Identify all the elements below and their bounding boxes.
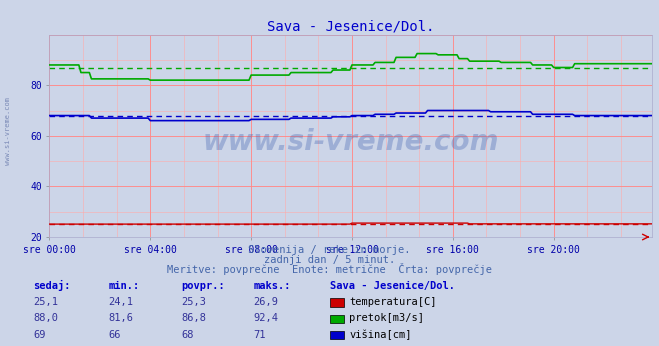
Text: zadnji dan / 5 minut.: zadnji dan / 5 minut. <box>264 255 395 265</box>
Text: www.si-vreme.com: www.si-vreme.com <box>203 128 499 156</box>
Title: Sava - Jesenice/Dol.: Sava - Jesenice/Dol. <box>267 19 435 34</box>
Text: Sava - Jesenice/Dol.: Sava - Jesenice/Dol. <box>330 281 455 291</box>
Text: Slovenija / reke in morje.: Slovenija / reke in morje. <box>248 245 411 255</box>
Text: 69: 69 <box>33 330 45 340</box>
Text: Meritve: povprečne  Enote: metrične  Črta: povprečje: Meritve: povprečne Enote: metrične Črta:… <box>167 263 492 275</box>
Text: pretok[m3/s]: pretok[m3/s] <box>349 313 424 324</box>
Text: 25,1: 25,1 <box>33 297 58 307</box>
Text: 68: 68 <box>181 330 194 340</box>
Text: maks.:: maks.: <box>254 281 291 291</box>
Text: 71: 71 <box>254 330 266 340</box>
Text: min.:: min.: <box>109 281 140 291</box>
Text: 81,6: 81,6 <box>109 313 134 324</box>
Text: 88,0: 88,0 <box>33 313 58 324</box>
Text: www.si-vreme.com: www.si-vreme.com <box>5 98 11 165</box>
Text: 66: 66 <box>109 330 121 340</box>
Text: 25,3: 25,3 <box>181 297 206 307</box>
Text: višina[cm]: višina[cm] <box>349 329 412 340</box>
Text: 24,1: 24,1 <box>109 297 134 307</box>
Text: temperatura[C]: temperatura[C] <box>349 297 437 307</box>
Text: 92,4: 92,4 <box>254 313 279 324</box>
Text: sedaj:: sedaj: <box>33 280 71 291</box>
Text: 26,9: 26,9 <box>254 297 279 307</box>
Text: 86,8: 86,8 <box>181 313 206 324</box>
Text: povpr.:: povpr.: <box>181 281 225 291</box>
